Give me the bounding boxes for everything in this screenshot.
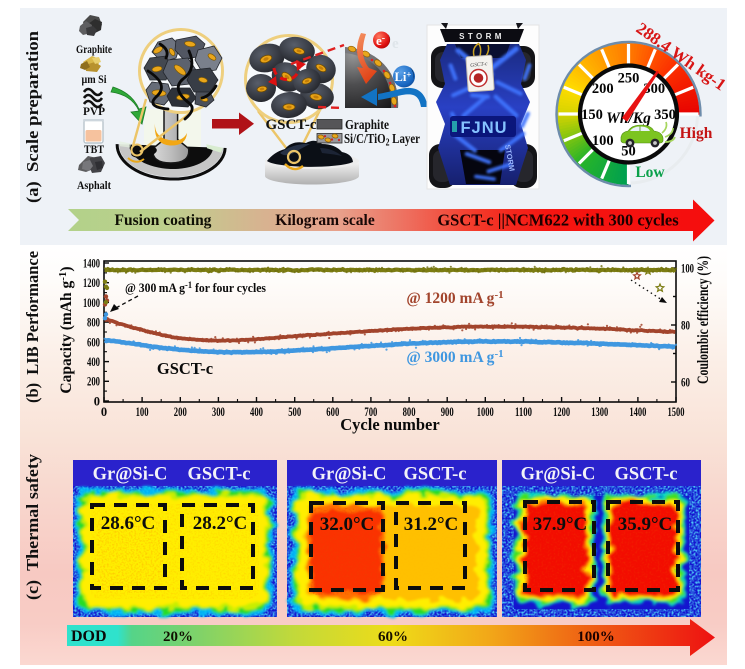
svg-text:60%: 60% xyxy=(378,629,408,645)
svg-text:GSCT-c: GSCT-c xyxy=(614,465,677,485)
svg-text:900: 900 xyxy=(441,405,454,419)
svg-text:0: 0 xyxy=(94,394,100,408)
svg-text:1000: 1000 xyxy=(83,296,100,310)
svg-text:Kilogram scale: Kilogram scale xyxy=(275,212,375,229)
svg-text:600: 600 xyxy=(326,405,339,419)
svg-text:300: 300 xyxy=(212,405,225,419)
svg-text:GSCT-c: GSCT-c xyxy=(403,465,466,485)
svg-text:35.9°C: 35.9°C xyxy=(618,514,673,535)
svg-text:Coulombic efficiency (%): Coulombic efficiency (%) xyxy=(695,256,712,384)
svg-text:1500: 1500 xyxy=(668,405,685,419)
svg-text:32.0°C: 32.0°C xyxy=(320,514,375,535)
svg-text:350: 350 xyxy=(654,107,676,123)
svg-text:1300: 1300 xyxy=(591,405,608,419)
svg-text:1200: 1200 xyxy=(83,276,100,290)
svg-text:Graphite: Graphite xyxy=(76,42,113,56)
svg-text:GSCT-c: GSCT-c xyxy=(187,465,250,485)
svg-text:60: 60 xyxy=(681,375,690,389)
svg-text:Si/C/TiO2 Layer: Si/C/TiO2 Layer xyxy=(344,132,420,148)
svg-text:Cycle number: Cycle number xyxy=(340,415,439,434)
svg-text:@ 300 mA g-1 for four cycles: @ 300 mA g-1 for four cycles xyxy=(125,280,266,295)
svg-text:@ 1200 mA g-1: @ 1200 mA g-1 xyxy=(406,289,503,307)
svg-text:100: 100 xyxy=(136,405,149,419)
svg-text:STORM: STORM xyxy=(459,32,505,41)
svg-text:Asphalt: Asphalt xyxy=(77,178,111,192)
svg-text:GSCT-c: GSCT-c xyxy=(157,359,213,378)
svg-text:100: 100 xyxy=(681,261,694,275)
svg-text:150: 150 xyxy=(581,107,603,123)
svg-text:1400: 1400 xyxy=(83,256,100,270)
svg-text:(b) LIB Performance: (b) LIB Performance xyxy=(23,251,42,403)
svg-text:600: 600 xyxy=(87,335,100,349)
svg-text:Gr@Si-C: Gr@Si-C xyxy=(312,465,387,485)
svg-text:0: 0 xyxy=(101,405,107,419)
svg-text:Capacity (mAh g-1): Capacity (mAh g-1) xyxy=(57,266,75,393)
svg-text:PVP: PVP xyxy=(83,104,105,118)
svg-text:200: 200 xyxy=(174,405,187,419)
svg-text:700: 700 xyxy=(364,405,377,419)
svg-text:1100: 1100 xyxy=(515,405,532,419)
svg-text:Fusion coating: Fusion coating xyxy=(115,212,212,229)
svg-text:@ 3000 mA g-1: @ 3000 mA g-1 xyxy=(406,348,503,366)
svg-text:DOD: DOD xyxy=(71,628,107,645)
svg-text:e-: e- xyxy=(376,33,385,48)
svg-text:31.2°C: 31.2°C xyxy=(404,514,459,535)
svg-text:1200: 1200 xyxy=(553,405,570,419)
svg-text:GSCT-c: GSCT-c xyxy=(265,117,316,133)
svg-text:250: 250 xyxy=(618,71,640,87)
svg-text:500: 500 xyxy=(288,405,301,419)
svg-text:μm Si: μm Si xyxy=(82,72,108,86)
svg-text:High: High xyxy=(680,125,713,142)
svg-text:800: 800 xyxy=(87,316,100,330)
svg-text:28.2°C: 28.2°C xyxy=(193,513,248,534)
svg-text:80: 80 xyxy=(681,318,690,332)
svg-text:28.6°C: 28.6°C xyxy=(101,513,156,534)
svg-text:(c) Thermal safety: (c) Thermal safety xyxy=(23,453,42,600)
svg-text:100: 100 xyxy=(592,133,614,149)
svg-text:(a) Scale preparation: (a) Scale preparation xyxy=(23,30,42,203)
svg-text:20%: 20% xyxy=(163,629,193,645)
svg-text:200: 200 xyxy=(87,375,100,389)
svg-text:GSCT-c: GSCT-c xyxy=(470,61,488,69)
svg-text:TBT: TBT xyxy=(84,142,104,156)
svg-text:400: 400 xyxy=(250,405,263,419)
svg-text:1400: 1400 xyxy=(629,405,646,419)
svg-text:400: 400 xyxy=(87,355,100,369)
svg-text:200: 200 xyxy=(592,81,614,97)
svg-text:Graphite: Graphite xyxy=(345,118,389,133)
svg-text:Gr@Si-C: Gr@Si-C xyxy=(521,465,596,485)
svg-text:50: 50 xyxy=(621,144,636,160)
svg-text:GSCT-c ||NCM622 with 300 cycle: GSCT-c ||NCM622 with 300 cycles xyxy=(437,211,679,230)
svg-text:37.9°C: 37.9°C xyxy=(533,514,588,535)
svg-text:100%: 100% xyxy=(577,629,615,645)
svg-text:Low: Low xyxy=(635,164,665,181)
svg-text:e: e xyxy=(392,36,399,52)
svg-text:FJNU: FJNU xyxy=(460,119,507,137)
svg-text:800: 800 xyxy=(403,405,416,419)
svg-text:1000: 1000 xyxy=(477,405,494,419)
svg-text:Gr@Si-C: Gr@Si-C xyxy=(93,465,168,485)
